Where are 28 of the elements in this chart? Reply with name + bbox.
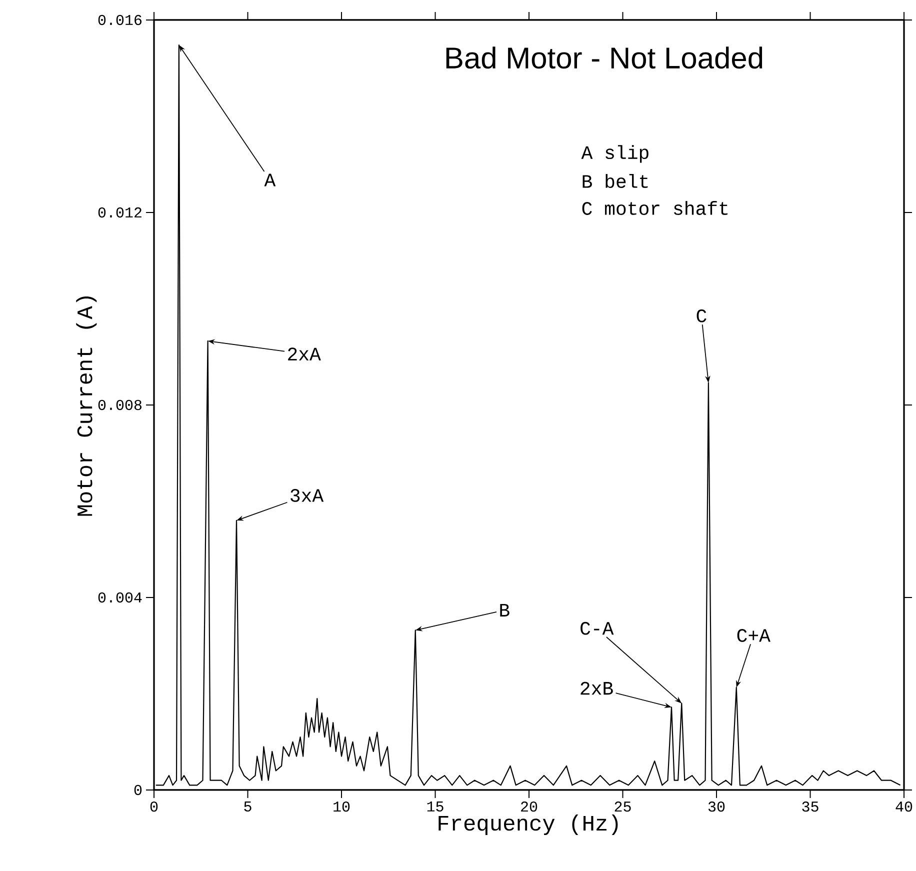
annotation: 3xA bbox=[290, 489, 324, 502]
x-tick-label: 0 bbox=[150, 802, 158, 812]
annotation: C bbox=[696, 309, 706, 322]
annotation: C-A bbox=[580, 622, 614, 635]
annotation: B bbox=[500, 604, 510, 616]
x-axis-title: Frequency (Hz) bbox=[438, 814, 618, 836]
x-tick-label: 10 bbox=[334, 802, 350, 812]
annotation: 2xB bbox=[580, 682, 613, 695]
annotation: B belt bbox=[582, 174, 648, 188]
x-tick-label: 15 bbox=[427, 802, 444, 812]
x-tick-label: 40 bbox=[896, 802, 912, 812]
x-tick-label: 5 bbox=[244, 802, 252, 812]
y-tick-label: 0.016 bbox=[98, 14, 142, 26]
annotation: A bbox=[264, 174, 276, 186]
y-tick-label: 0.004 bbox=[98, 592, 142, 603]
y-axis-title: Motor Current (A) bbox=[76, 296, 97, 516]
x-tick-label: 20 bbox=[521, 802, 538, 812]
annotation: C motor shaft bbox=[582, 200, 728, 215]
y-tick-label: 0.012 bbox=[98, 207, 142, 218]
x-tick-label: 30 bbox=[708, 802, 725, 812]
y-tick-label: 0 bbox=[134, 784, 142, 796]
annotation: A slip bbox=[581, 145, 648, 163]
x-tick-label: 25 bbox=[614, 802, 631, 812]
annotation: C+A bbox=[737, 629, 770, 642]
x-tick-label: 35 bbox=[802, 802, 818, 812]
y-tick-label: 0.008 bbox=[98, 400, 142, 410]
annotation: 2xA bbox=[288, 348, 321, 360]
text: Bad Motor - Not Loaded bbox=[446, 46, 762, 69]
